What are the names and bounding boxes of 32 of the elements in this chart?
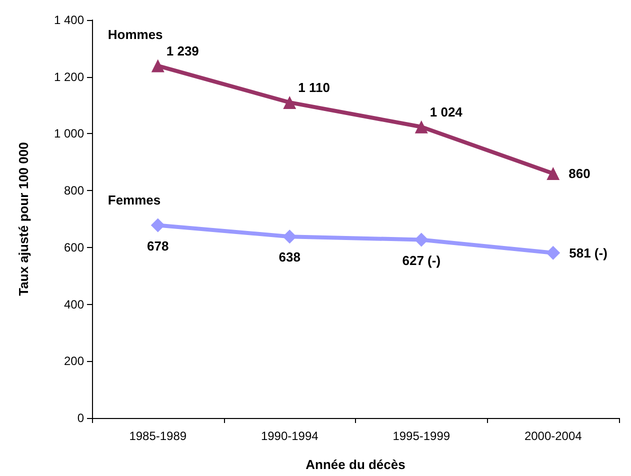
y-tick-label: 1 400 xyxy=(54,13,84,27)
data-label: 581 (-) xyxy=(569,245,608,260)
point xyxy=(414,120,428,134)
point xyxy=(282,230,297,244)
data-label: 1 110 xyxy=(298,80,330,95)
y-tick-label: 200 xyxy=(64,354,84,368)
point xyxy=(414,232,428,247)
point xyxy=(546,167,560,180)
y-tick-label: 600 xyxy=(64,240,84,254)
x-tick-label: 1985-1989 xyxy=(129,429,187,443)
series-label: Hommes xyxy=(108,26,163,42)
y-tick-label: 800 xyxy=(64,184,84,198)
point xyxy=(283,96,296,109)
data-label: 638 xyxy=(278,250,300,265)
x-tick-label: 2000-2004 xyxy=(524,429,582,443)
data-label: 1 239 xyxy=(166,43,199,58)
point xyxy=(151,59,164,72)
point xyxy=(150,218,165,232)
y-tick-label: 1 200 xyxy=(54,70,84,84)
data-label: 627 (-) xyxy=(402,252,441,268)
data-label: 1 024 xyxy=(430,104,464,120)
x-tick-label: 1995-1999 xyxy=(392,429,450,443)
y-tick-label: 400 xyxy=(64,297,84,312)
x-tick-label: 1990-1994 xyxy=(260,429,319,443)
y-tick-label: 0 xyxy=(77,411,84,425)
y-axis-title: Taux ajusté pour 100 000 xyxy=(16,142,31,296)
data-label: 678 xyxy=(147,238,169,254)
point xyxy=(546,246,560,260)
data-label: 860 xyxy=(568,166,590,182)
x-axis-title: Année du décès xyxy=(306,457,406,472)
y-tick-label: 1 000 xyxy=(54,126,84,141)
series-label: Femmes xyxy=(108,192,161,208)
